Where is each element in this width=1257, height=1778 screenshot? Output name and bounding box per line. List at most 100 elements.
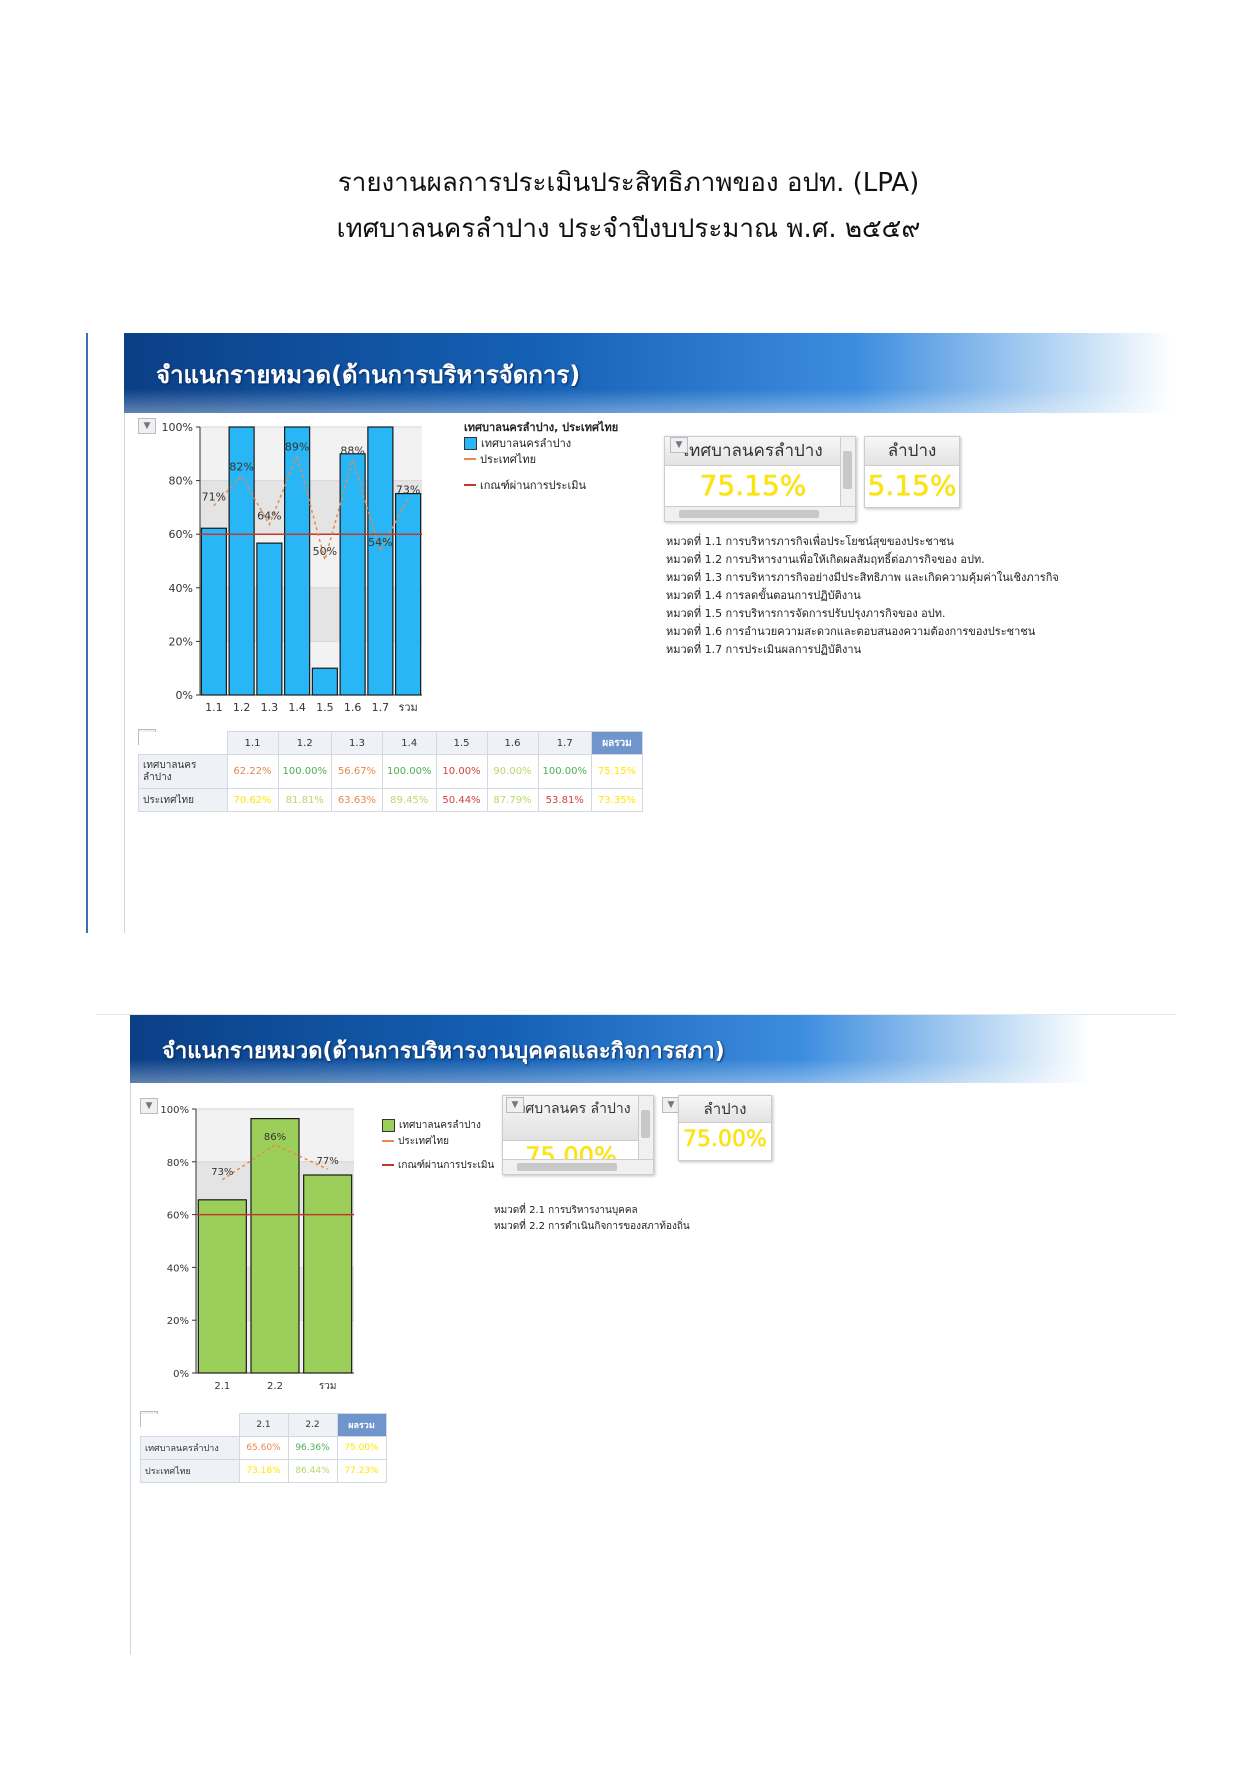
section1-left-rule [86, 333, 88, 933]
section2-data-table: 2.1 2.2 ผลรวม เทศบาลนครลำปาง 65.60% 96.3… [140, 1413, 387, 1483]
bar [228, 426, 255, 696]
y-tick-label: 0% [176, 689, 193, 702]
kpi-vertical-scrollbar[interactable] [638, 1096, 653, 1174]
x-tick-label: 1.1 [205, 701, 223, 714]
x-tick-label: 2.1 [214, 1381, 230, 1392]
note-item: หมวดที่ 1.5 การบริหารการจัดการปรับปรุงภา… [666, 607, 946, 620]
table-row: เทศบาลนคร ลำปาง 62.22% 100.00% 56.67% 10… [138, 754, 643, 789]
x-tick-label: 1.7 [372, 701, 390, 714]
table-cell: 53.81% [537, 788, 592, 812]
table-col-header: 1.2 [277, 731, 332, 755]
y-tick-label: 20% [169, 635, 193, 648]
section2-notes: หมวดที่ 2.1 การบริหารงานบุคคล หมวดที่ 2.… [494, 1203, 690, 1235]
section1-panel: จำแนกรายหมวด(ด้านการบริหารจัดการ) ▼ 0% 20… [86, 333, 1172, 933]
table-cell: 70.62% [226, 788, 279, 812]
legend-label: เทศบาลนครลำปาง [399, 1119, 481, 1131]
table-col-header: 1.6 [486, 731, 539, 755]
chart2-filter-icon[interactable]: ▼ [140, 1098, 158, 1114]
kpi-card-lampang-scroll[interactable]: เทศบาลนครลำปาง 75.15% [664, 436, 856, 522]
section1-banner-title: จำแนกรายหมวด(ด้านการบริหารจัดการ) [156, 361, 581, 389]
note-item: หมวดที่ 1.1 การบริหารภารกิจเพื่อประโยชน์… [666, 535, 954, 548]
legend-label: ประเทศไทย [480, 453, 537, 466]
legend-item-thailand: ประเทศไทย [382, 1133, 494, 1149]
x-tick-label: รวม [319, 1381, 337, 1392]
kpi-horizontal-scrollbar[interactable] [665, 506, 855, 521]
series-line-thailand [213, 452, 409, 563]
table-cell: 81.81% [277, 788, 332, 812]
y-tick-label: 40% [167, 1263, 189, 1274]
data-label: 88% [340, 445, 364, 458]
table-col-header-total: ผลรวม [591, 731, 643, 755]
chart1-filter-icon[interactable]: ▼ [138, 418, 156, 434]
banner-swoosh [130, 1059, 1090, 1083]
bar [395, 492, 422, 696]
y-tick-label: 80% [167, 1158, 189, 1169]
y-tick-label: 100% [160, 1105, 189, 1116]
table-cell: 10.00% [435, 754, 488, 789]
report-title-line1: รายงานผลการประเมินประสิทธิภาพของ อปท. (L… [337, 168, 920, 198]
kpi-filter-icon[interactable]: ▼ [670, 437, 688, 453]
section2-left-rule [130, 1015, 131, 1655]
table-row: เทศบาลนครลำปาง 65.60% 96.36% 75.00% [140, 1436, 387, 1460]
table-header-row: 2.1 2.2 ผลรวม [140, 1413, 387, 1437]
x-tick-label: 1.4 [288, 701, 306, 714]
legend-label: ประเทศไทย [398, 1135, 449, 1147]
table-cell: 62.22% [226, 754, 279, 789]
legend-item-threshold: เกณฑ์ผ่านการประเมิน [464, 477, 618, 493]
scroll-thumb[interactable] [843, 451, 852, 489]
x-tick-label: 1.6 [344, 701, 362, 714]
y-tick-label: 20% [167, 1316, 189, 1327]
kpi-card-lampang-scroll[interactable]: เทศบาลนคร ลำปาง 75.00% [502, 1095, 654, 1175]
table-row-header: ประเทศไทย [138, 788, 228, 812]
section2-banner: จำแนกรายหมวด(ด้านการบริหารงานบุคคลและกิจ… [130, 1015, 1090, 1083]
bar [200, 527, 227, 696]
kpi-label: ลำปาง [679, 1096, 771, 1123]
kpi-label: เทศบาลนคร ลำปาง [503, 1096, 639, 1141]
table-cell: 73.35% [591, 788, 643, 812]
banner-swoosh [124, 389, 1172, 413]
y-tick-label: 60% [167, 1211, 189, 1222]
note-item: หมวดที่ 1.2 การบริหารงานเพื่อให้เกิดผลสั… [666, 553, 985, 566]
scroll-thumb[interactable] [679, 510, 819, 518]
scroll-thumb[interactable] [517, 1163, 617, 1171]
table-col-header: 1.7 [537, 731, 592, 755]
section1-banner: จำแนกรายหมวด(ด้านการบริหารจัดการ) [124, 333, 1172, 413]
note-item: หมวดที่ 1.3 การบริหารภารกิจอย่างมีประสิท… [666, 571, 1059, 584]
table-cell: 75.00% [336, 1436, 387, 1460]
table-cell: 65.60% [238, 1436, 289, 1460]
table-row: ประเทศไทย 73.18% 86.44% 77.23% [140, 1459, 387, 1483]
kpi-horizontal-scrollbar[interactable] [503, 1159, 653, 1174]
note-item: หมวดที่ 1.4 การลดขั้นตอนการปฏิบัติงาน [666, 589, 861, 602]
bar [284, 426, 311, 696]
table-row: ประเทศไทย 70.62% 81.81% 63.63% 89.45% 50… [138, 788, 643, 812]
kpi-card-partial: ลำปาง 5.15% [864, 436, 960, 508]
kpi-filter-icon[interactable]: ▼ [506, 1097, 524, 1113]
chart2: 0% 20% 40% 60% 80% 100% 2.1 2.2 รวม 73% 86% 77% [160, 1105, 354, 1392]
data-label: 86% [264, 1132, 286, 1143]
data-label: 73% [211, 1167, 233, 1178]
bar [303, 1174, 353, 1374]
bar [197, 1199, 247, 1374]
scroll-thumb[interactable] [641, 1110, 650, 1138]
kpi-value: 75.15% [699, 469, 807, 502]
table-cell: 73.18% [238, 1459, 289, 1483]
kpi-vertical-scrollbar[interactable] [840, 437, 855, 521]
legend-label: เกณฑ์ผ่านการประเมิน [398, 1159, 495, 1171]
x-tick-label: 2.2 [267, 1381, 283, 1392]
table-header-row: 1.1 1.2 1.3 1.4 1.5 1.6 1.7 ผลรวม [138, 731, 643, 755]
table-cell: 100.00% [537, 754, 592, 789]
legend-item-threshold: เกณฑ์ผ่านการประเมิน [382, 1157, 494, 1173]
report-title-line2: เทศบาลนครลำปาง ประจำปีงบประมาณ พ.ศ. ๒๕๕๙ [336, 214, 921, 244]
table-col-header: 1.5 [435, 731, 488, 755]
section-divider [96, 1014, 1176, 1015]
table-cell: 63.63% [331, 788, 383, 812]
x-tick-label: รวม [398, 701, 417, 714]
y-tick-label: 60% [169, 528, 193, 541]
x-tick-label: 1.3 [261, 701, 279, 714]
table-cell: 50.44% [435, 788, 488, 812]
y-tick-label: 40% [169, 582, 193, 595]
table-cell: 56.67% [331, 754, 383, 789]
section2-panel: จำแนกรายหมวด(ด้านการบริหารงานบุคคลและกิจ… [96, 1015, 1182, 1655]
legend-label: เกณฑ์ผ่านการประเมิน [480, 479, 586, 492]
legend-item-lampang: เทศบาลนครลำปาง [464, 435, 618, 451]
